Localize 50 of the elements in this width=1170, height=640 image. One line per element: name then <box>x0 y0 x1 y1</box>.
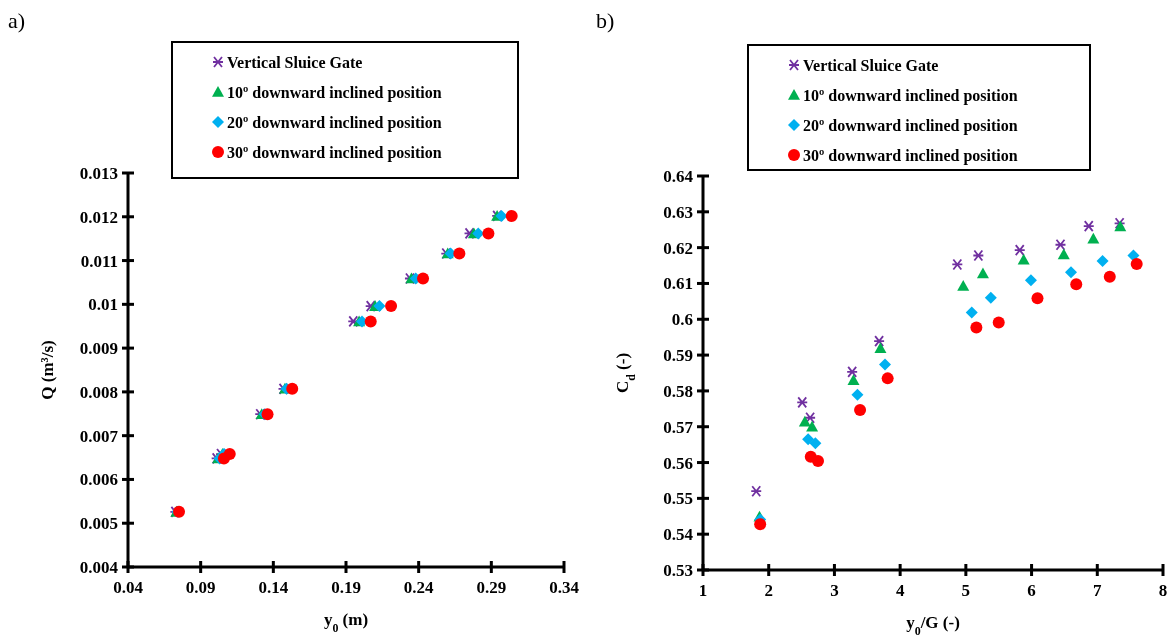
x-tick-label: 0.29 <box>476 578 507 597</box>
y-tick-label: 0.012 <box>79 207 118 227</box>
y-tick-label: 0.007 <box>79 426 119 446</box>
y-tick-label: 0.59 <box>663 346 693 366</box>
y-tick-label: 0.005 <box>79 514 118 534</box>
legend-label: 20º downward inclined position <box>227 114 442 132</box>
legend-label: 10º downward inclined position <box>227 84 442 102</box>
x-axis-title: y$_{0}$/G (-) <box>906 613 960 638</box>
x-tick-label: 8 <box>1158 581 1168 600</box>
y-tick-label: 0.013 <box>79 164 118 183</box>
x-tick-label: 0.14 <box>258 578 289 597</box>
y-tick-label: 0.011 <box>80 251 118 271</box>
x-tick-label: 0.19 <box>331 578 361 597</box>
text: a) <box>8 8 26 33</box>
legend-label: Vertical Sluice Gate <box>227 54 363 71</box>
x-tick-label: 7 <box>1093 581 1103 600</box>
text: b) <box>596 8 615 33</box>
y-tick-label: 0.55 <box>663 489 693 509</box>
y-tick-label: 0.62 <box>663 238 693 258</box>
legend-label: 30º downward inclined position <box>803 147 1018 165</box>
legend-label: 30º downward inclined position <box>227 144 442 162</box>
x-tick-label: 0.04 <box>113 578 144 597</box>
y-tick-label: 0.61 <box>663 274 693 294</box>
x-tick-label: 0.34 <box>549 578 580 597</box>
x-tick-label: 6 <box>1027 581 1036 600</box>
y-tick-label: 0.64 <box>663 167 694 186</box>
x-tick-label: 0.09 <box>185 578 216 597</box>
x-tick-label: 0.24 <box>403 578 435 597</box>
y-tick-label: 0.008 <box>79 382 118 402</box>
x-tick-label: 3 <box>830 581 839 600</box>
y-tick-label: 0.009 <box>79 339 118 359</box>
y-tick-label: 0.53 <box>663 561 693 580</box>
y-tick-label: 0.54 <box>663 525 694 545</box>
x-tick-label: 4 <box>895 581 905 600</box>
x-tick-label: 5 <box>961 581 971 600</box>
legend-label: 10º downward inclined position <box>803 87 1018 105</box>
y-tick-label: 0.006 <box>79 470 118 490</box>
y-tick-label: 0.63 <box>663 202 693 222</box>
y-tick-label: 0.56 <box>663 453 693 473</box>
x-tick-label: 2 <box>764 581 773 600</box>
y-tick-label: 0.6 <box>671 310 693 330</box>
y-tick-label: 0.01 <box>88 295 118 315</box>
legend-label: Vertical Sluice Gate <box>803 57 939 74</box>
y-tick-label: 0.004 <box>79 558 119 577</box>
y-axis-title: Q (m³/s) <box>38 340 57 400</box>
y-tick-label: 0.57 <box>663 417 694 437</box>
legend-label: 20º downward inclined position <box>803 117 1018 135</box>
y-tick-label: 0.58 <box>663 381 693 401</box>
x-tick-label: 1 <box>698 581 708 600</box>
x-axis-title: y$_{0}$ (m) <box>323 610 369 635</box>
